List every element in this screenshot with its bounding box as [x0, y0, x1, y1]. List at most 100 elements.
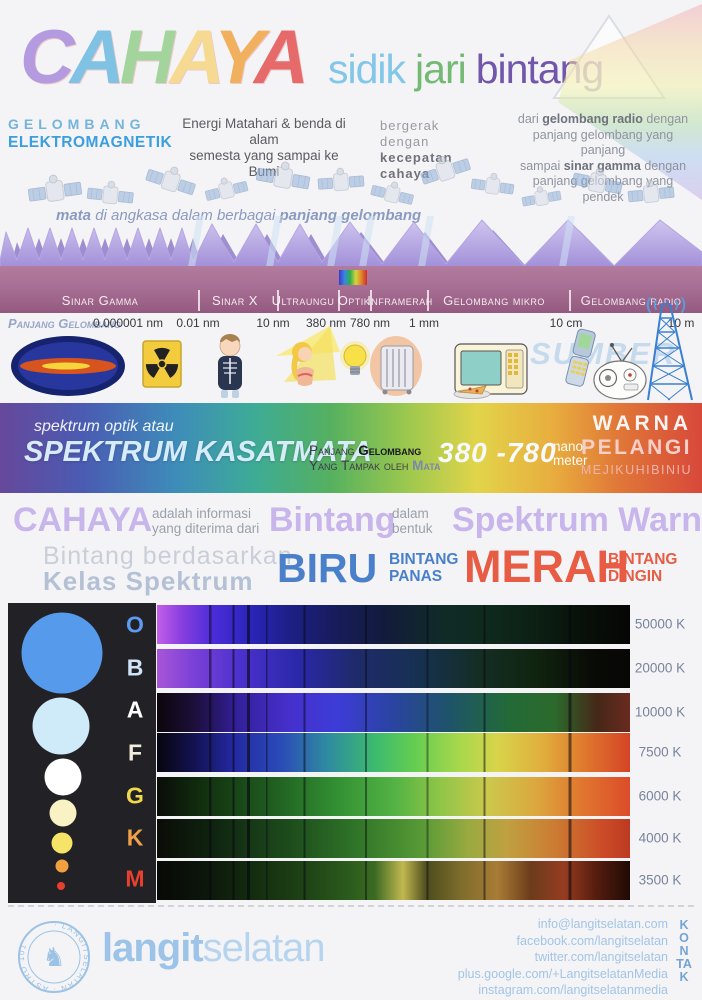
- radioactive-icon: [142, 340, 182, 388]
- star-circle-g: [51, 832, 73, 854]
- horse-icon: ♞: [42, 942, 65, 972]
- visible-spectrum-band: spektrum optik atau SPEKTRUM KASATMATA P…: [0, 403, 702, 493]
- wavelength-value: 380 nm: [305, 316, 347, 330]
- intro-speed-line: bergerak dengan: [380, 118, 440, 149]
- text: dari: [517, 112, 543, 126]
- band-label-gamma: Sinar Gamma: [61, 293, 139, 308]
- text: BINTANG: [389, 551, 459, 568]
- brand-light: selatan: [202, 926, 326, 970]
- temperature-label: 20000 K: [634, 660, 686, 676]
- mobile-phone-icon: [565, 328, 596, 387]
- divider-dashed: [8, 905, 694, 907]
- gamma-sky-map-icon: [11, 336, 125, 396]
- temperature-label: 7500 K: [638, 744, 682, 760]
- band-divider: [338, 290, 340, 311]
- bintang-word: Bintang: [269, 501, 396, 539]
- visible-band-desc: Panjang Gelombang Yang Tampak oleh Mata: [309, 443, 441, 473]
- text: dalam: [392, 506, 429, 521]
- title-letter: H: [119, 15, 175, 100]
- text-bold: sinar gamma: [563, 158, 641, 173]
- class-letter: A: [126, 696, 144, 723]
- band-divider: [370, 290, 372, 311]
- class-letter: G: [126, 782, 144, 809]
- radio-tv-icon: [593, 343, 647, 400]
- contact-link-facebook[interactable]: facebook.com/langitselatan: [516, 933, 668, 948]
- band-label-optical: Optik: [337, 293, 371, 308]
- prism-icon: [552, 4, 702, 200]
- radio-tower-icon: [646, 297, 693, 401]
- gelombang-label: GELOMBANG: [8, 116, 146, 132]
- contact-link-twitter[interactable]: twitter.com/langitselatan: [534, 950, 668, 964]
- band-label-xray: Sinar X: [212, 293, 258, 308]
- subtitle-word: sidik: [328, 46, 406, 92]
- text: meter: [553, 453, 588, 468]
- berdasarkan-label: Bintang berdasarkan: [43, 542, 293, 570]
- text: Panjang: [309, 443, 359, 458]
- band-label-microwave: Gelombang mikro: [443, 293, 545, 308]
- band-divider: [277, 290, 279, 311]
- spectrum-row: [157, 777, 630, 816]
- visible-band-title: SPEKTRUM KASATMATA: [24, 436, 372, 468]
- wavelength-value: 10 cm: [549, 316, 583, 330]
- band-label-radio: Gelombang radio: [580, 293, 682, 308]
- bintang-panas-label: BINTANG PANAS: [389, 551, 458, 585]
- title-letter: A: [69, 15, 125, 100]
- satellite-caption: mata di angkasa dalam berbagai panjang g…: [56, 207, 421, 224]
- wavelength-value: 0.000001 nm: [92, 316, 164, 330]
- star-circle-m: [57, 882, 65, 890]
- microwave-icon: [453, 343, 528, 399]
- glass-divider: [187, 216, 575, 272]
- contact-link-googleplus[interactable]: plus.google.com/+LangitselatanMedia: [457, 966, 668, 981]
- lightbulb-icon: [340, 341, 370, 375]
- text: BINTANG: [608, 551, 678, 568]
- temperature-label: 6000 K: [638, 788, 682, 804]
- kontak-label: KONTAK: [676, 918, 692, 984]
- wavelength-value: 0.01 nm: [176, 316, 220, 330]
- contact-list: info@langitselatan.com facebook.com/lang…: [458, 916, 668, 999]
- band-label-ir: Inframerah: [367, 293, 433, 308]
- text-bold: Gelombang: [358, 443, 422, 458]
- text: bentuk: [392, 521, 433, 536]
- wavelength-value: 780 nm: [349, 316, 391, 330]
- mejikuhibiniu-label: MEJIKUHIBINIU: [580, 463, 692, 477]
- spektrum-warna-word: Spektrum Warna: [452, 501, 702, 539]
- spectrum-row: [157, 693, 630, 732]
- contact-link-instagram[interactable]: instagram.com/langitselatanmedia: [478, 983, 668, 997]
- text: adalah informasi: [152, 506, 252, 521]
- spectrum-row: [157, 861, 630, 900]
- band-divider: [198, 290, 200, 311]
- text: dengan: [640, 158, 687, 173]
- merah-word: MERAH: [464, 541, 629, 592]
- wavelength-value: 10 nm: [256, 316, 290, 330]
- wavelength-row: Panjang Gelombang 0.000001 nm 0.01 nm 10…: [0, 314, 702, 334]
- title-letter: Y: [213, 15, 259, 100]
- spectrum-row: [157, 819, 630, 858]
- text: yang diterima dari: [152, 521, 260, 536]
- subtitle-word: jari: [415, 46, 467, 92]
- text: DINGIN: [608, 568, 663, 585]
- class-letter: B: [126, 654, 144, 681]
- class-letter: F: [127, 739, 143, 766]
- bintang-dingin-label: BINTANG DINGIN: [608, 551, 677, 585]
- caption-text: di angkasa dalam berbagai: [91, 207, 280, 224]
- band-label-uv: Ultraungu: [271, 293, 335, 308]
- elektromagnetik-label: ELEKTROMAGNETIK: [8, 134, 173, 151]
- em-wave-illustration: [0, 216, 702, 272]
- em-spectrum-band: Sinar Gamma Sinar X Ultraungu Optik Infr…: [0, 266, 702, 313]
- spectrum-row: [157, 733, 630, 772]
- class-letter: K: [126, 824, 144, 851]
- warna-pelangi-block: WARNA PELANGI MEJIKUHIBINIU: [581, 412, 692, 477]
- statement-small: dalam bentuk: [392, 506, 433, 536]
- text: PANAS: [389, 568, 443, 585]
- text: nano: [553, 439, 584, 454]
- title-letter: A: [253, 15, 309, 100]
- heater-icon: [370, 336, 422, 396]
- intro-range-line: panjang gelombang yang panjang: [532, 127, 674, 158]
- sunbather-icon: [276, 326, 340, 386]
- star-circle-k: [55, 859, 69, 873]
- band-divider: [427, 290, 429, 311]
- intro-speed-text: bergerak dengan kecepatan cahaya: [380, 118, 492, 182]
- contact-link-email[interactable]: info@langitselatan.com: [537, 917, 668, 931]
- temperature-label: 50000 K: [634, 616, 686, 632]
